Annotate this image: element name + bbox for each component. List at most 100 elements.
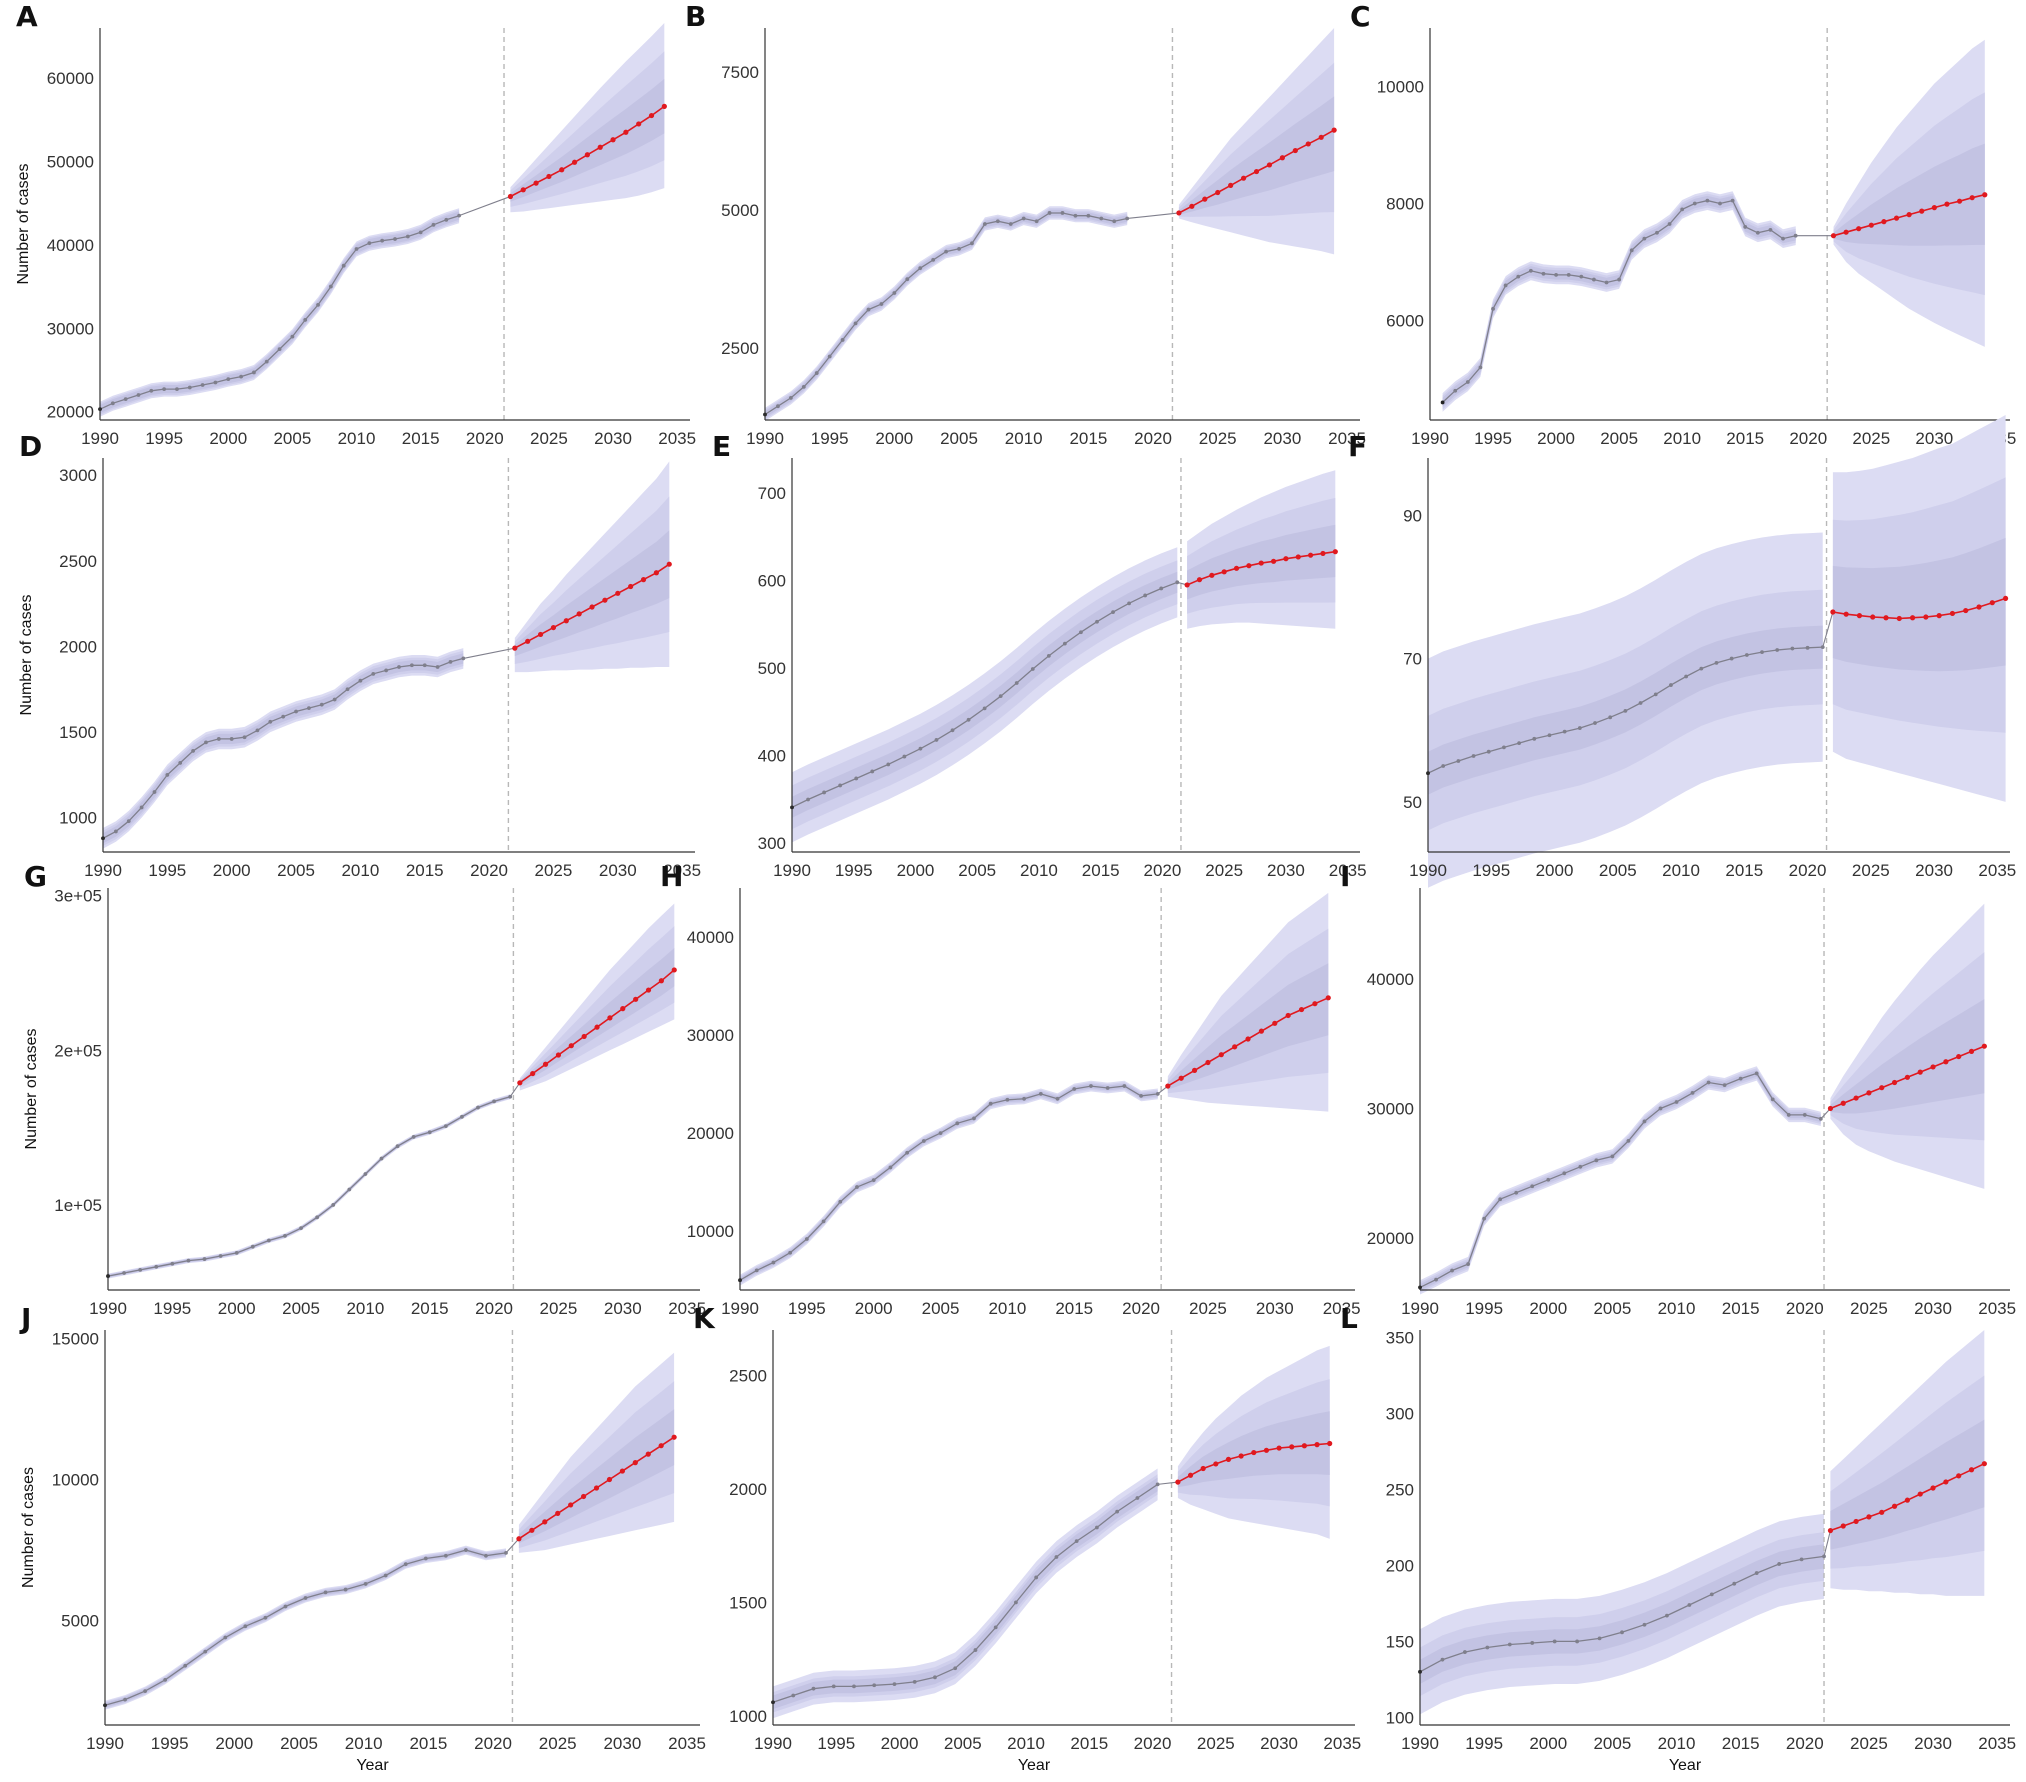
observed-point	[955, 1121, 960, 1126]
x-tick-label: 1990	[1409, 861, 1447, 880]
forecast-point	[1853, 1518, 1859, 1525]
forecast-point	[1233, 565, 1240, 571]
observed-point	[1456, 759, 1461, 763]
x-tick-label: 1990	[754, 1734, 792, 1753]
x-tick-label: 2030	[1914, 1734, 1952, 1753]
observed-point	[149, 388, 154, 393]
observed-point	[788, 1250, 793, 1255]
observed-point	[788, 396, 793, 400]
observed-point	[323, 1590, 328, 1595]
forecast-point	[520, 187, 526, 193]
panel-letter: D	[19, 430, 42, 463]
y-tick-label: 300	[758, 834, 786, 853]
x-tick-label: 2000	[875, 429, 913, 448]
observed-point	[463, 1548, 468, 1552]
observed-point	[1680, 207, 1685, 212]
observed-band-mid	[103, 650, 464, 846]
x-tick-label: 2030	[604, 1299, 642, 1318]
x-tick-label: 2005	[940, 429, 978, 448]
x-tick-label: 1995	[148, 861, 186, 880]
forecast-point	[507, 193, 514, 200]
observed-point	[110, 401, 115, 406]
y-tick-label: 1000	[729, 1707, 767, 1726]
observed-point	[905, 277, 910, 282]
forecast-point	[671, 967, 677, 973]
observed-point	[912, 1679, 917, 1684]
observed-point	[993, 1625, 998, 1630]
x-tick-label: 1995	[153, 1299, 191, 1318]
observed-line	[739, 1085, 1158, 1281]
forecast-point	[517, 1080, 523, 1086]
observed-point	[852, 1684, 856, 1689]
observed-point	[492, 1099, 496, 1104]
forecast-point	[1919, 208, 1925, 214]
forecast-point	[1246, 563, 1252, 569]
forecast-point	[546, 173, 552, 180]
observed-point	[484, 1553, 488, 1558]
observed-point	[1593, 721, 1597, 725]
observed-point	[1799, 1557, 1804, 1562]
x-tick-label: 2035	[663, 861, 701, 880]
forecast-point	[1202, 196, 1208, 202]
forecast-point	[1917, 1069, 1923, 1075]
forecast-point	[666, 561, 672, 567]
forecast-point	[1232, 1044, 1238, 1050]
x-tick-label: 2020	[1134, 429, 1172, 448]
observed-point	[138, 1268, 143, 1272]
observed-point	[367, 241, 372, 246]
y-tick-label: 3e+05	[54, 887, 102, 906]
x-tick-label: 2025	[1850, 1299, 1888, 1318]
forecast-point	[633, 996, 639, 1002]
y-tick-label: 2000	[59, 637, 97, 656]
x-tick-label: 2020	[1786, 1734, 1824, 1753]
observed-point	[1604, 280, 1609, 285]
observed-point	[973, 1648, 978, 1652]
forecast-point	[602, 597, 608, 603]
observed-point	[170, 1261, 175, 1266]
observed-band-mid	[108, 1094, 511, 1278]
observed-point	[855, 1185, 859, 1189]
observed-point	[892, 1682, 897, 1687]
observed-point	[443, 1124, 448, 1129]
forecast-point	[1906, 212, 1912, 218]
forecast-point	[645, 1451, 651, 1457]
panel-g: 1e+05 2e+05 3e+05 1990 1995 2000 2005 2010 2015 2…	[23, 860, 706, 1318]
forecast-point	[658, 978, 664, 984]
forecast-point	[1189, 203, 1195, 209]
observed-point	[1541, 271, 1546, 276]
x-tick-label: 2010	[1007, 1734, 1045, 1753]
x-tick-label: 2030	[1915, 429, 1953, 448]
observed-point	[811, 1686, 816, 1691]
observed-point	[934, 738, 939, 742]
observed-point	[397, 665, 401, 669]
forecast-point	[1904, 1074, 1910, 1080]
forecast-point	[1253, 168, 1260, 175]
forecast-point	[1314, 1442, 1320, 1448]
observed-point	[1575, 1639, 1580, 1644]
observed-point	[1626, 1138, 1631, 1143]
forecast-point	[1930, 1064, 1936, 1070]
forecast-point	[580, 1493, 587, 1500]
observed-point	[1566, 273, 1571, 277]
observed-point	[938, 1131, 943, 1136]
observed-point	[371, 671, 376, 676]
x-tick-label: 2000	[1536, 861, 1574, 880]
x-tick-label: 2030	[1263, 429, 1301, 448]
observed-point	[303, 1596, 308, 1600]
x-tick-label: 2030	[603, 1734, 641, 1753]
observed-point	[950, 728, 955, 733]
x-tick-label: 2005	[1600, 429, 1638, 448]
x-tick-label: 2035	[1978, 1734, 2016, 1753]
forecast-point	[1325, 995, 1331, 1001]
observed-point	[831, 1684, 836, 1689]
forecast-point	[1238, 1453, 1244, 1459]
forecast-point	[1943, 1479, 1949, 1485]
forecast-connector	[1823, 1530, 1831, 1557]
observed-point	[354, 247, 359, 251]
x-tick-label: 2000	[1529, 1734, 1567, 1753]
forecast-point	[1943, 1059, 1949, 1065]
panel-h: 10000 20000 30000 40000 1990 1995 2000 2005 2010…	[660, 860, 1361, 1318]
observed-point	[840, 338, 845, 342]
observed-band-inner	[740, 1083, 1158, 1283]
observed-point	[998, 694, 1003, 699]
